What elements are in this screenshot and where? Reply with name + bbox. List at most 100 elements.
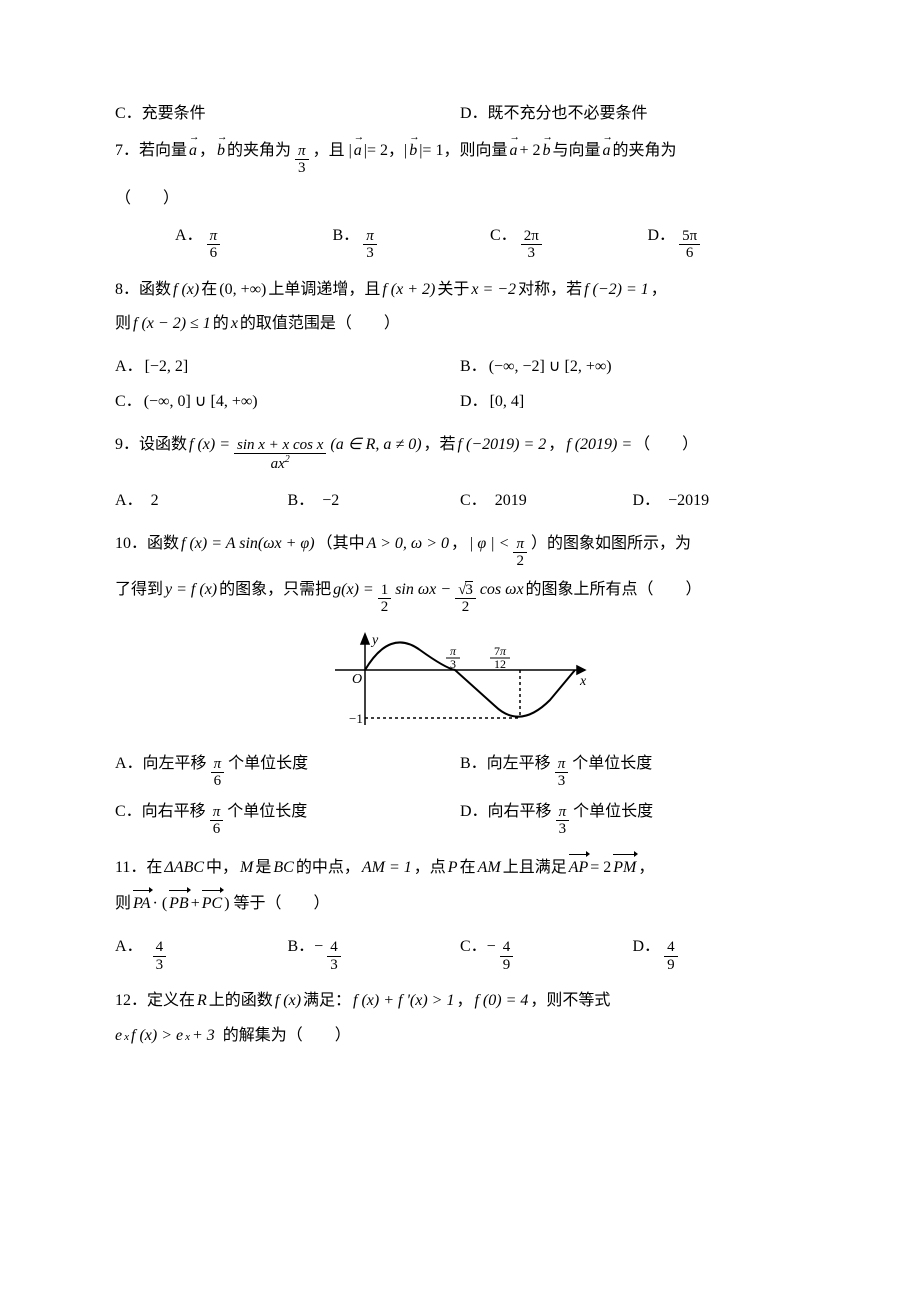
text: 的取值范围是（ ） <box>240 310 400 339</box>
text: |= 2，| <box>364 137 407 166</box>
text: 10．函数 <box>115 530 179 559</box>
math: + 3 <box>192 1022 215 1051</box>
numerator: 4 <box>153 939 167 957</box>
numerator: 1 <box>378 582 392 600</box>
q8-option-b: B．(−∞, −2] ∪ [2, +∞) <box>460 353 805 382</box>
math: f (x) <box>275 987 301 1016</box>
label: B．− <box>288 933 324 962</box>
denominator: 3 <box>363 245 377 262</box>
fraction: 43 <box>153 939 167 973</box>
q8-line1: 8．函数 f (x) 在 (0, +∞) 上单调递增，且 f (x + 2) 关… <box>115 276 805 305</box>
q9-option-d: D． −2019 <box>633 487 806 516</box>
math: f (2019) = <box>566 431 632 460</box>
label: C．− <box>460 933 496 962</box>
q7-paren: （ ） <box>115 185 805 214</box>
q8-option-d: D．[0, 4] <box>460 388 805 417</box>
value: −2019 <box>668 487 709 516</box>
math: + <box>191 890 200 919</box>
denominator: 3 <box>295 160 309 177</box>
q8-options-ab: A．[−2, 2] B．(−∞, −2] ∪ [2, +∞) <box>115 353 805 382</box>
text: ， <box>199 137 215 166</box>
text: 个单位长度 <box>573 798 653 827</box>
vector-b: b <box>409 137 417 166</box>
math: y = f (x) <box>165 576 217 605</box>
text: 在 <box>460 854 476 883</box>
label: B．向左平移 <box>460 750 551 779</box>
q8-option-a: A．[−2, 2] <box>115 353 460 382</box>
numerator: sin x + x cos x <box>234 437 326 455</box>
q7-option-a: A．π6 <box>175 222 333 262</box>
label: B． <box>333 222 360 251</box>
fraction: 49 <box>500 939 514 973</box>
vector-b: b <box>217 137 225 166</box>
x-axis-label: x <box>579 674 587 689</box>
text: 个单位长度 <box>228 750 308 779</box>
denominator: 6 <box>211 773 225 790</box>
text: ，若 <box>424 431 456 460</box>
text: 11．在 <box>115 854 162 883</box>
fraction: π6 <box>210 804 224 838</box>
fraction: √32 <box>455 581 476 616</box>
y-axis-label: y <box>370 633 379 648</box>
denominator: 6 <box>210 821 224 838</box>
text: 对称，若 <box>518 276 582 305</box>
numerator: π <box>363 228 377 246</box>
text: （其中 <box>317 530 365 559</box>
q10-option-b: B．向左平移 π3 个单位长度 <box>460 750 805 790</box>
text: 的夹角为 <box>613 137 677 166</box>
value: −2 <box>322 487 339 516</box>
fraction: π3 <box>555 756 569 790</box>
label: A．向左平移 <box>115 750 207 779</box>
numerator: 4 <box>664 939 678 957</box>
text: 则 <box>115 890 131 919</box>
text: ）的图象如图所示，为 <box>531 530 691 559</box>
math: = 2 <box>590 854 611 883</box>
math: f (x) + f '(x) > 1 <box>353 987 454 1016</box>
fraction: π3 <box>295 143 309 177</box>
denominator: 3 <box>555 773 569 790</box>
text: 中， <box>206 854 238 883</box>
denominator: 3 <box>556 821 570 838</box>
q10-line2: 了得到 y = f (x) 的图象，只需把 g(x) = 12 sin ωx −… <box>115 576 805 616</box>
denominator: 9 <box>664 957 678 974</box>
math: BC <box>273 854 293 883</box>
label: B． <box>288 487 315 516</box>
numerator: π <box>513 536 527 554</box>
text: ，则不等式 <box>530 987 610 1016</box>
text: ， <box>456 987 472 1016</box>
math: cos ωx <box>480 576 524 605</box>
text: ， <box>451 530 467 559</box>
math: AM <box>478 854 501 883</box>
math: f (x − 2) ≤ 1 <box>133 310 211 339</box>
math: ΔABC <box>164 854 204 883</box>
text: ， <box>548 431 564 460</box>
q11-line1: 11．在 ΔABC 中， M 是 BC 的中点， AM = 1 ，点 P 在 A… <box>115 852 805 883</box>
vector-pa: PA <box>133 888 150 919</box>
vector-a: a <box>189 137 197 166</box>
text: 9．设函数 <box>115 431 187 460</box>
q10-graph: y x O −1 π 3 7π 12 <box>115 630 805 740</box>
text: 8．函数 <box>115 276 171 305</box>
math: x <box>231 310 238 339</box>
q10-line1: 10．函数 f (x) = A sin(ωx + φ) （其中 A > 0, ω… <box>115 530 805 570</box>
q7-option-c: C．2π3 <box>490 222 648 262</box>
text: 的解集为（ ） <box>223 1022 351 1051</box>
text: + 2 <box>519 137 540 166</box>
numerator: π <box>555 756 569 774</box>
sine-graph-icon: y x O −1 π 3 7π 12 <box>325 630 595 740</box>
math: f (x) > e <box>131 1022 183 1051</box>
vector-a: a <box>603 137 611 166</box>
fraction: 43 <box>327 939 341 973</box>
math: (a ∈ R, a ≠ 0) <box>330 431 421 460</box>
q9-stem: 9．设函数 f (x) = sin x + x cos x ax2 (a ∈ R… <box>115 431 805 473</box>
text: 与向量 <box>552 137 600 166</box>
label: C．向右平移 <box>115 798 206 827</box>
denominator: 2 <box>378 599 392 616</box>
numerator: 4 <box>500 939 514 957</box>
text: ，点 <box>414 854 446 883</box>
denominator: 3 <box>521 245 542 262</box>
q12-line1: 12．定义在 R 上的函数 f (x) 满足： f (x) + f '(x) >… <box>115 987 805 1016</box>
numerator: √3 <box>455 581 476 600</box>
denominator: 6 <box>679 245 700 262</box>
q8-option-c: C．(−∞, 0] ∪ [4, +∞) <box>115 388 460 417</box>
